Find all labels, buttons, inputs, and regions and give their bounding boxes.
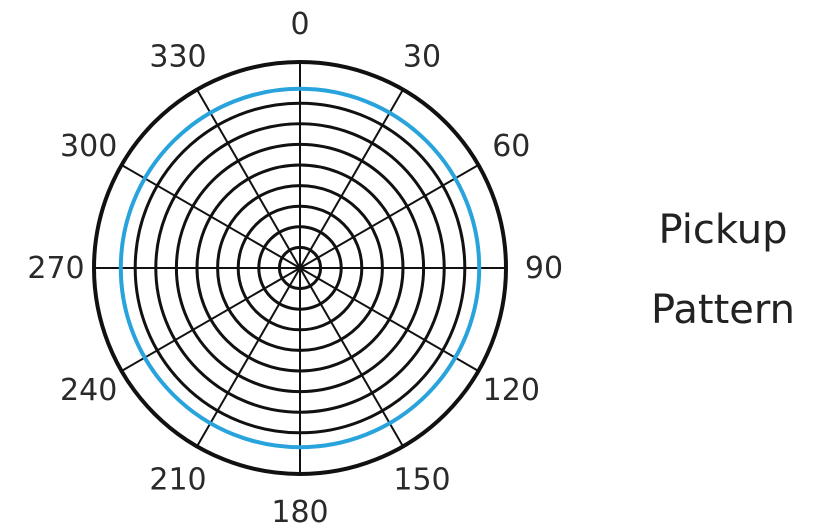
pickup-pattern-series: [118, 86, 482, 450]
tick-label-0: 0: [290, 7, 309, 42]
tick-label-30: 30: [403, 40, 441, 75]
tick-label-240: 240: [60, 373, 117, 408]
tick-label-90: 90: [525, 251, 563, 286]
outer-boundary: [92, 60, 508, 476]
tick-label-60: 60: [492, 129, 530, 164]
caption-line-2: Pattern: [651, 287, 795, 333]
grid-spoke-240: [121, 267, 301, 372]
grid-spoke-150: [299, 267, 404, 447]
tick-label-120: 120: [483, 373, 540, 408]
grid-spoke-300: [121, 164, 301, 269]
pattern-series-1: [118, 86, 482, 450]
tick-label-270: 270: [27, 251, 84, 286]
grid-spokes: [94, 62, 506, 474]
tick-label-150: 150: [393, 462, 450, 497]
grid-spoke-30: [299, 89, 404, 269]
tick-label-180: 180: [271, 495, 328, 528]
angular-tick-labels: 0 30 60 90 120 150 180 210 240 270 300 330: [27, 7, 563, 528]
grid-spoke-330: [196, 89, 301, 269]
grid-spoke-210: [196, 267, 301, 447]
tick-label-210: 210: [149, 462, 206, 497]
grid-spoke-120: [299, 267, 479, 372]
caption-line-1: Pickup: [658, 207, 788, 253]
tick-label-300: 300: [60, 129, 117, 164]
grid-spoke-60: [299, 164, 479, 269]
tick-label-330: 330: [149, 40, 206, 75]
outer-ring: [92, 60, 508, 476]
